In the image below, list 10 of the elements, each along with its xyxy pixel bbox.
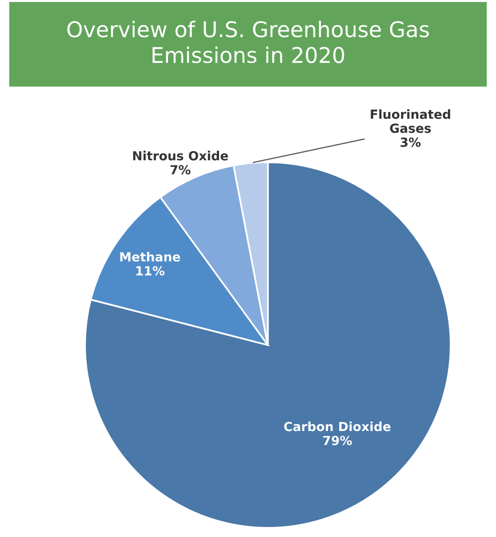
chart-title: Overview of U.S. Greenhouse Gas Emissions in 2020 — [67, 20, 429, 64]
slice-label: Fluorinated Gases — [370, 109, 450, 133]
pie-slice — [84, 161, 452, 529]
data-label: 11% — [136, 266, 164, 276]
data-label: 79% — [323, 436, 352, 446]
slice-label: Nitrous Oxide — [133, 150, 228, 160]
slice-label: Methane — [120, 252, 180, 262]
slice-label: Carbon Dioxide — [284, 422, 390, 432]
data-label: 7% — [170, 165, 190, 174]
data-label: 3% — [400, 138, 421, 147]
